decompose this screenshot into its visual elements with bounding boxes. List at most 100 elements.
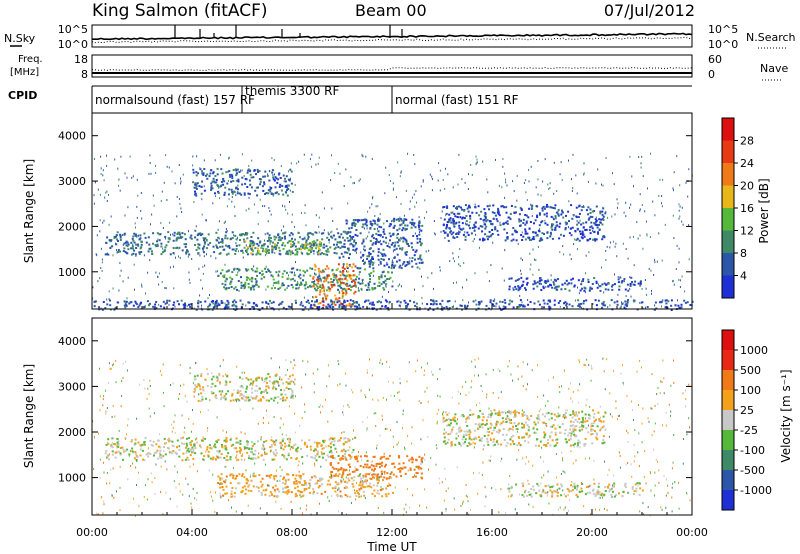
scatter-cell — [285, 396, 288, 399]
scatter-cell — [497, 233, 500, 236]
scatter-cell — [371, 492, 374, 495]
scatter-cell — [235, 247, 238, 250]
scatter-cell — [194, 229, 196, 232]
scatter-cell — [285, 252, 288, 255]
scatter-cell — [341, 289, 344, 292]
scatter-cell — [315, 247, 317, 250]
scatter-cell — [235, 238, 238, 241]
scatter-cell — [359, 282, 362, 285]
scatter-cell — [299, 236, 301, 239]
scatter-cell — [217, 192, 220, 194]
scatter-cell — [202, 438, 205, 440]
scatter-cell — [143, 442, 146, 445]
scatter-cell — [546, 237, 549, 240]
scatter-cell — [444, 420, 447, 422]
scatter-cell — [651, 292, 652, 295]
scatter-cell — [492, 429, 495, 432]
scatter-cell — [484, 213, 487, 216]
scatter-cell — [340, 495, 343, 498]
scatter-cell — [102, 221, 104, 224]
scatter-cell — [458, 430, 461, 433]
scatter-cell — [349, 253, 351, 256]
scatter-cell — [303, 443, 306, 446]
scatter-cell — [309, 448, 312, 451]
scatter-cell — [117, 446, 120, 448]
scatter-cell — [582, 302, 585, 305]
scatter-cell — [308, 242, 311, 245]
scatter-cell — [511, 300, 514, 303]
scatter-cell — [654, 301, 657, 304]
scatter-cell — [147, 236, 150, 239]
scatter-cell — [492, 217, 495, 220]
scatter-cell — [573, 243, 575, 246]
scatter-cell — [515, 231, 518, 234]
scatter-cell — [355, 455, 358, 458]
scatter-cell — [189, 441, 192, 444]
scatter-cell — [456, 205, 458, 208]
scatter-cell — [248, 179, 251, 182]
scatter-cell — [481, 230, 484, 233]
freq-unit-label: [MHz] — [10, 67, 39, 78]
scatter-cell — [335, 277, 337, 280]
scatter-cell — [346, 473, 349, 476]
scatter-cell — [578, 239, 581, 242]
scatter-cell — [344, 450, 347, 453]
scatter-cell — [293, 482, 296, 485]
scatter-cell — [417, 465, 420, 468]
scatter-cell — [371, 257, 372, 260]
scatter-cell — [335, 252, 338, 255]
scatter-cell — [318, 241, 321, 244]
scatter-cell — [580, 283, 583, 286]
scatter-cell — [331, 207, 333, 210]
scatter-cell — [252, 485, 255, 488]
scatter-cell — [161, 281, 163, 284]
scatter-cell — [435, 300, 438, 303]
scatter-cell — [119, 236, 122, 239]
velocity-cells — [92, 357, 691, 517]
scatter-cell — [509, 302, 511, 305]
scatter-cell — [379, 457, 382, 460]
scatter-cell — [216, 376, 219, 379]
scatter-cell — [542, 287, 545, 290]
scatter-cell — [589, 232, 592, 235]
scatter-cell — [327, 281, 330, 284]
scatter-cell — [340, 281, 341, 284]
scatter-cell — [225, 171, 228, 174]
scatter-cell — [238, 171, 241, 173]
scatter-cell — [523, 425, 526, 428]
scatter-cell — [530, 165, 532, 168]
scatter-cell — [377, 205, 379, 208]
scatter-cell — [532, 427, 535, 430]
scatter-cell — [115, 235, 118, 238]
scatter-cell — [143, 459, 146, 462]
scatter-cell — [264, 170, 267, 173]
scatter-cell — [234, 252, 237, 255]
scatter-cell — [227, 270, 230, 273]
scatter-cell — [677, 304, 680, 307]
scatter-cell — [201, 439, 203, 442]
scatter-cell — [232, 399, 235, 402]
scatter-cell — [305, 241, 308, 244]
scatter-cell — [159, 305, 162, 308]
y-tick-label: 3000 — [58, 175, 86, 188]
scatter-cell — [620, 281, 623, 284]
scatter-cell — [312, 277, 315, 280]
scatter-cell — [503, 439, 506, 441]
scatter-cell — [506, 231, 509, 234]
scatter-cell — [589, 491, 591, 494]
scatter-cell — [400, 475, 403, 477]
scatter-cell — [112, 287, 114, 290]
scatter-cell — [593, 277, 596, 279]
scatter-cell — [392, 182, 394, 185]
scatter-cell — [594, 299, 597, 302]
scatter-cell — [601, 238, 604, 241]
scatter-cell — [579, 233, 582, 235]
scatter-cell — [172, 247, 175, 249]
scatter-cell — [439, 189, 441, 192]
scatter-cell — [399, 216, 401, 219]
scatter-cell — [384, 254, 387, 257]
scatter-cell — [246, 248, 249, 251]
scatter-cell — [497, 412, 500, 415]
scatter-cell — [469, 443, 471, 446]
scatter-cell — [366, 485, 369, 488]
